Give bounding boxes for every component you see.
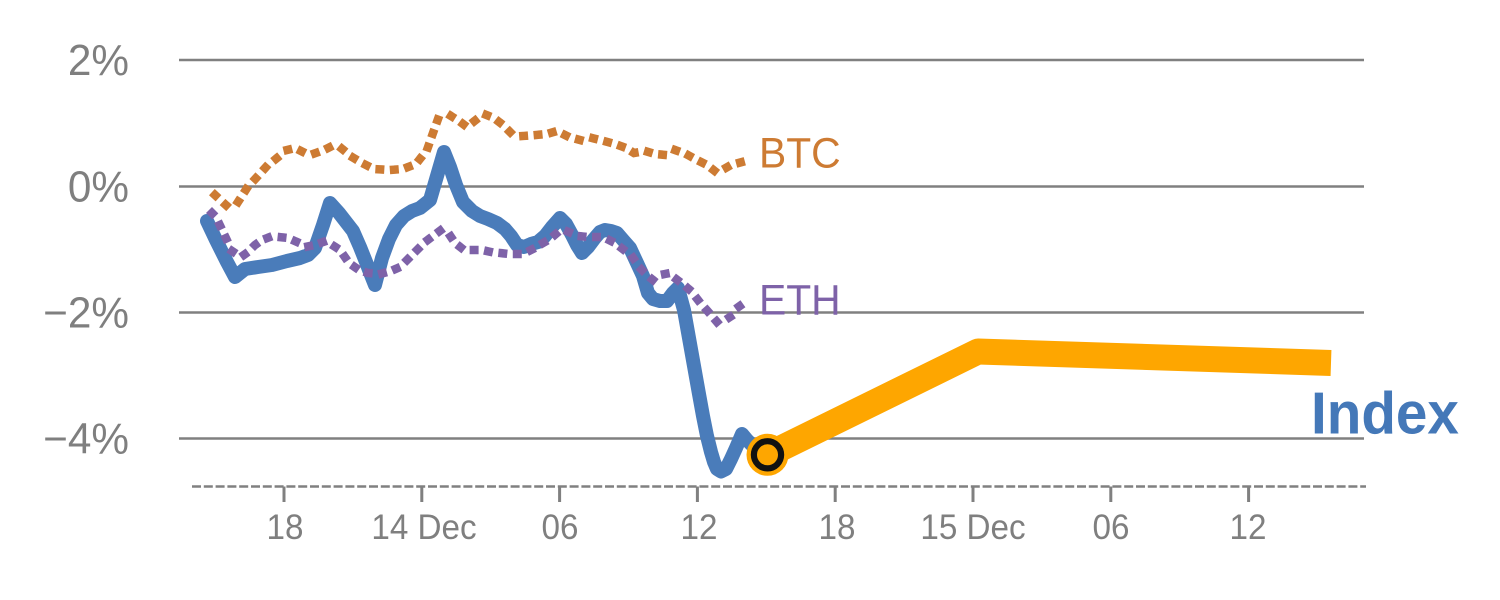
svg-text:−4%: −4% [43, 415, 129, 464]
svg-text:06: 06 [1093, 508, 1130, 547]
svg-text:2%: 2% [68, 36, 129, 85]
svg-text:BTC: BTC [759, 129, 841, 177]
svg-text:0%: 0% [68, 163, 129, 212]
svg-text:ETH: ETH [759, 276, 841, 324]
svg-text:14 Dec: 14 Dec [371, 508, 476, 547]
svg-text:06: 06 [542, 508, 579, 547]
svg-text:15 Dec: 15 Dec [920, 508, 1025, 547]
svg-text:12: 12 [681, 508, 718, 547]
svg-text:12: 12 [1230, 508, 1267, 547]
svg-text:Index: Index [1311, 381, 1459, 446]
svg-text:18: 18 [819, 508, 856, 547]
svg-text:−2%: −2% [43, 289, 129, 338]
svg-text:18: 18 [267, 508, 304, 547]
